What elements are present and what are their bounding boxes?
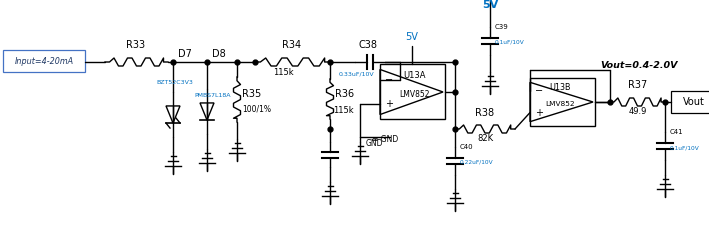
Text: +: + [385, 99, 393, 109]
Text: 0.1uF/10V: 0.1uF/10V [495, 40, 525, 45]
Text: BZT52C3V3: BZT52C3V3 [156, 80, 193, 85]
Text: R37: R37 [628, 80, 647, 90]
FancyBboxPatch shape [3, 50, 85, 72]
Text: 5V: 5V [482, 0, 498, 10]
Text: 100/1%: 100/1% [242, 105, 271, 114]
Text: C41: C41 [670, 129, 683, 135]
Bar [530, 78, 595, 126]
Text: R35: R35 [242, 89, 261, 99]
Text: −: − [535, 86, 543, 96]
Text: R34: R34 [282, 40, 301, 50]
Text: Vout=0.4-2.0V: Vout=0.4-2.0V [600, 61, 678, 69]
Text: 0.1uF/10V: 0.1uF/10V [670, 145, 700, 150]
Text: LMV852: LMV852 [545, 101, 575, 107]
Text: PMBS7L18A: PMBS7L18A [194, 93, 230, 98]
Text: R36: R36 [335, 89, 354, 99]
Text: GND: GND [366, 139, 384, 148]
Text: C40: C40 [460, 144, 474, 150]
Text: 82K: 82K [477, 134, 493, 143]
Text: 115k: 115k [273, 68, 294, 77]
Text: 5V: 5V [406, 33, 418, 42]
Text: Input=4-20mA: Input=4-20mA [14, 58, 74, 66]
Text: R33: R33 [126, 40, 145, 50]
FancyBboxPatch shape [671, 91, 709, 113]
Text: C39: C39 [495, 24, 509, 30]
Text: 49.9: 49.9 [628, 107, 647, 116]
Text: 0.33uF/10V: 0.33uF/10V [338, 71, 374, 76]
Text: −: − [385, 75, 393, 85]
Text: U13A: U13A [403, 71, 426, 80]
Text: D7: D7 [178, 49, 192, 59]
Text: 115k: 115k [333, 106, 354, 115]
Bar [380, 64, 445, 120]
Text: +: + [535, 107, 543, 118]
Text: LMV852: LMV852 [400, 90, 430, 99]
Text: R38: R38 [476, 108, 495, 118]
Text: C38: C38 [359, 40, 377, 50]
Text: ≡ GND: ≡ GND [372, 135, 398, 144]
Text: Vout: Vout [683, 97, 705, 107]
Text: 0.22uF/10V: 0.22uF/10V [460, 160, 493, 165]
Text: U13B: U13B [549, 83, 571, 92]
Text: D8: D8 [212, 49, 225, 59]
